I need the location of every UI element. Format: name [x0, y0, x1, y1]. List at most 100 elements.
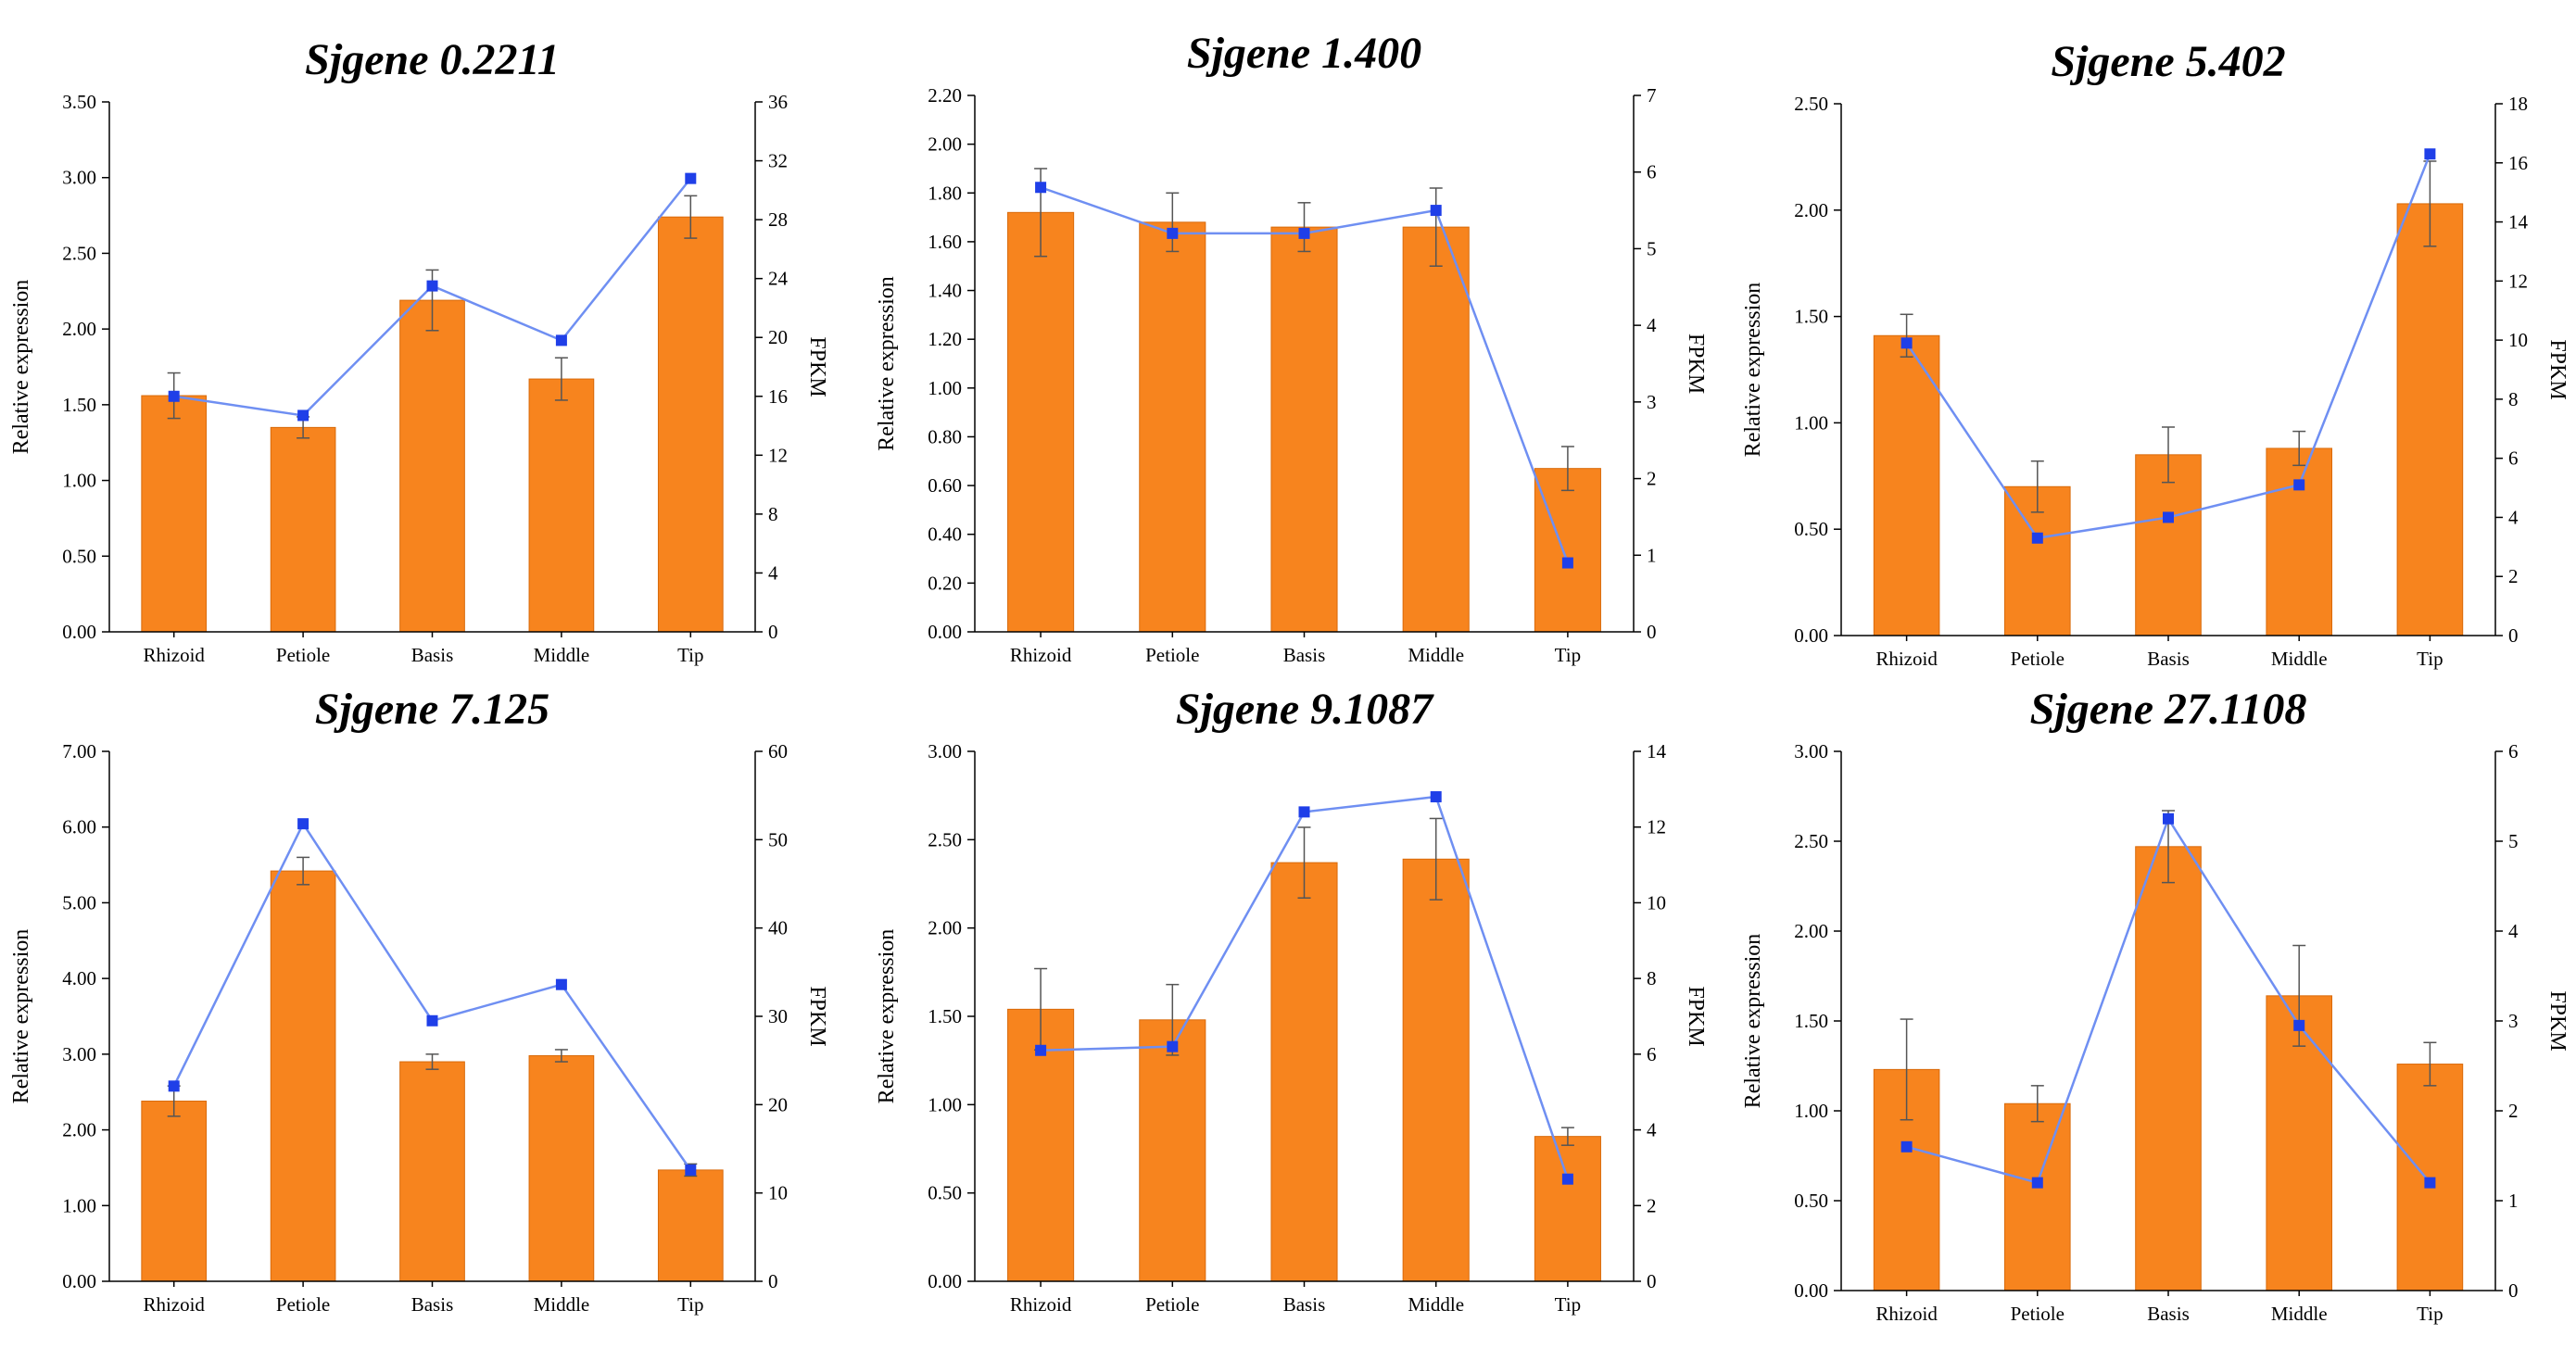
- y-tick-label: 3.00: [1794, 740, 1828, 762]
- y2-tick-label: 0: [768, 1270, 778, 1292]
- y2-tick-label: 32: [768, 150, 788, 172]
- chart-title: Sjgene 27.1108: [2030, 685, 2307, 734]
- bar: [2396, 203, 2464, 636]
- fpkm-marker: [1561, 557, 1573, 569]
- fpkm-marker: [1167, 1040, 1179, 1052]
- bar: [1534, 468, 1601, 633]
- y-tick-label: 2.00: [1794, 920, 1828, 942]
- y2-tick-label: 4: [2508, 920, 2519, 942]
- y-tick-label: 7.00: [62, 740, 96, 762]
- y-tick-label: 0.00: [62, 621, 96, 643]
- y-axis-title: Relative expression: [1741, 283, 1765, 458]
- bar: [1534, 1136, 1601, 1282]
- y-tick-label: 1.00: [928, 1093, 962, 1115]
- y2-tick-label: 10: [768, 1182, 788, 1204]
- y-tick-label: 1.00: [62, 470, 96, 492]
- bar: [1270, 862, 1338, 1282]
- x-tick-label: Tip: [677, 644, 703, 666]
- bar: [1139, 1019, 1206, 1282]
- y-tick-label: 3.00: [62, 1043, 96, 1065]
- fpkm-marker: [426, 280, 438, 292]
- y2-tick-label: 8: [2508, 388, 2519, 410]
- y2-tick-label: 3: [2508, 1010, 2519, 1032]
- bar: [2004, 1102, 2071, 1291]
- y2-tick-label: 0: [2508, 1279, 2519, 1302]
- x-tick-label: Petiole: [2011, 1303, 2065, 1325]
- fpkm-marker: [1430, 205, 1442, 217]
- fpkm-marker: [1035, 1044, 1047, 1056]
- y-tick-label: 2.00: [928, 133, 962, 156]
- x-tick-label: Rhizoid: [1010, 644, 1072, 666]
- x-tick-label: Rhizoid: [1875, 648, 1938, 670]
- y-tick-label: 1.80: [928, 182, 962, 204]
- bar: [1007, 211, 1075, 633]
- y2-axis-title: FPKM: [2545, 990, 2570, 1051]
- fpkm-marker: [168, 390, 180, 402]
- y2-tick-label: 7: [1647, 84, 1657, 107]
- y2-tick-label: 16: [2508, 152, 2528, 174]
- y-tick-label: 3.50: [62, 91, 96, 113]
- x-tick-label: Middle: [2271, 648, 2328, 670]
- y2-tick-label: 18: [2508, 93, 2528, 115]
- y2-tick-label: 4: [1647, 1119, 1657, 1141]
- y2-axis-title: FPKM: [805, 336, 829, 397]
- chart-panel-4: Sjgene 7.125 0.00 1.00 2.00 3.00 4.00 5.00 6.00…: [9, 685, 829, 1316]
- fpkm-marker: [1298, 806, 1310, 818]
- chart-title: Sjgene 9.1087: [1176, 685, 1434, 734]
- bar: [399, 1061, 465, 1282]
- y-tick-label: 2.20: [928, 84, 962, 107]
- y-tick-label: 1.00: [928, 377, 962, 399]
- x-tick-label: Middle: [1408, 644, 1464, 666]
- y-tick-label: 0.50: [1794, 518, 1828, 540]
- fpkm-marker: [555, 334, 567, 346]
- fpkm-marker: [2424, 1177, 2436, 1189]
- x-tick-label: Basis: [411, 644, 454, 666]
- chart-panel-3: Sjgene 5.402 0.00 0.50 1.00 1.50 2.00 2.50 0 2 4 6…: [1741, 37, 2570, 670]
- y-axis-title: Relative expression: [875, 276, 899, 451]
- y2-tick-label: 24: [768, 268, 789, 290]
- bar: [270, 870, 336, 1282]
- y-axis-title: Relative expression: [9, 929, 33, 1104]
- bar: [528, 1054, 595, 1282]
- bar: [2135, 846, 2202, 1291]
- x-tick-label: Petiole: [2011, 648, 2065, 670]
- y-tick-label: 4.00: [62, 967, 96, 989]
- bar: [1873, 334, 1940, 636]
- y-tick-label: 1.50: [1794, 306, 1828, 328]
- y2-tick-label: 12: [768, 444, 788, 466]
- y2-tick-label: 8: [1647, 967, 1657, 989]
- fpkm-marker: [2293, 1019, 2305, 1031]
- y-tick-label: 6.00: [62, 816, 96, 838]
- y-tick-label: 0.00: [62, 1270, 96, 1292]
- x-tick-label: Middle: [534, 1293, 590, 1316]
- fpkm-marker: [168, 1080, 180, 1092]
- x-tick-label: Rhizoid: [1010, 1293, 1072, 1316]
- chart-panel-6: Sjgene 27.1108 0.00 0.50 1.00 1.50 2.00 2.50 3.…: [1741, 685, 2570, 1325]
- bar: [270, 426, 336, 633]
- y2-tick-label: 2: [2508, 565, 2519, 587]
- y-tick-label: 0.50: [62, 545, 96, 567]
- x-tick-label: Rhizoid: [1875, 1303, 1938, 1325]
- x-tick-label: Tip: [1555, 644, 1581, 666]
- y-tick-label: 5.00: [62, 891, 96, 913]
- y2-tick-label: 8: [768, 503, 778, 525]
- y2-tick-label: 10: [2508, 329, 2528, 351]
- fpkm-marker: [2031, 1177, 2043, 1189]
- chart-panel-1: Sjgene 0.2211 0.00 0.50 1.00 1.50 2.00 2.50 3.0…: [9, 35, 829, 666]
- y-tick-label: 0.60: [928, 474, 962, 497]
- x-tick-label: Middle: [534, 644, 590, 666]
- y-tick-label: 0.50: [1794, 1190, 1828, 1212]
- y-tick-label: 1.00: [62, 1194, 96, 1216]
- y-tick-label: 1.00: [1794, 1100, 1828, 1122]
- chart-panel-2: Sjgene 1.400 0.00 0.20 0.40 0.60 0.80 1.00 1.20…: [875, 29, 1708, 666]
- fpkm-marker: [297, 409, 309, 422]
- chart-title: Sjgene 0.2211: [305, 35, 560, 84]
- x-tick-label: Rhizoid: [143, 644, 205, 666]
- chart-title: Sjgene 5.402: [2051, 37, 2285, 86]
- y-tick-label: 0.40: [928, 523, 962, 546]
- fpkm-marker: [1298, 227, 1310, 239]
- y-tick-label: 0.20: [928, 572, 962, 594]
- y2-axis-title: FPKM: [1684, 986, 1708, 1046]
- y2-tick-label: 3: [1647, 391, 1657, 413]
